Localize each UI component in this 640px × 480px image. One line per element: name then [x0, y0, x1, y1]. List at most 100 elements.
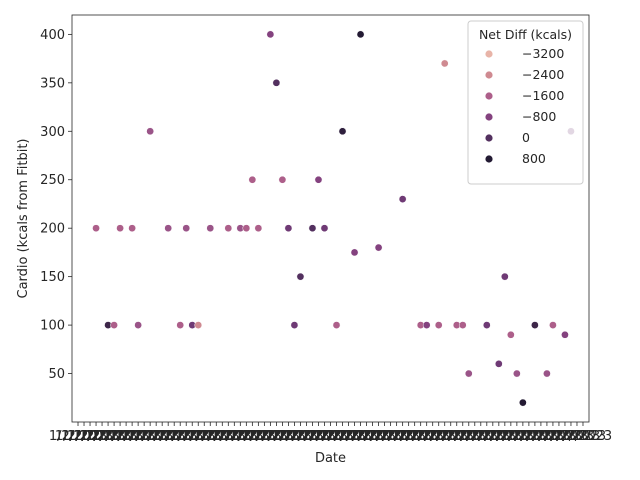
x-tick-label: 1/2/2023: [199, 429, 257, 444]
data-point: [206, 224, 215, 233]
data-point: [494, 360, 503, 368]
data-point: [440, 59, 449, 68]
data-point: [116, 224, 124, 233]
x-tick-label: 1/2/2023: [361, 429, 419, 444]
legend-label: 0: [522, 130, 530, 145]
x-tick-label: 1/2/2023: [404, 429, 462, 444]
x-tick-label: 1/2/2023: [446, 429, 504, 444]
x-tick-label: 1/2/2023: [271, 429, 329, 444]
data-point: [308, 224, 317, 233]
x-tick-label: 1/2/2023: [494, 429, 552, 444]
x-tick-label: 1/2/2023: [187, 429, 245, 444]
x-tick-label: 1/2/2023: [482, 429, 540, 444]
data-point: [290, 321, 299, 329]
data-point: [176, 321, 185, 329]
legend-marker: [485, 155, 493, 163]
x-tick-label: 1/2/2023: [385, 429, 443, 444]
x-axis-ticks: [77, 422, 584, 426]
data-point: [92, 224, 100, 233]
x-tick-label: 1/2/2023: [235, 429, 293, 444]
x-tick-label: 1/2/2023: [548, 429, 606, 444]
x-tick-label: 1/2/2023: [452, 429, 510, 444]
x-tick-label: 1/2/2023: [85, 429, 143, 444]
data-point: [374, 243, 383, 252]
data-point: [422, 321, 431, 329]
x-axis-tick-labels: 1/2/20231/2/20231/2/20231/2/20231/2/2023…: [49, 429, 612, 444]
x-tick-label: 1/2/2023: [307, 429, 365, 444]
legend-label: −1600: [522, 88, 564, 103]
data-point: [164, 224, 173, 233]
x-tick-label: 1/2/2023: [61, 429, 119, 444]
data-point: [482, 321, 491, 329]
data-point: [506, 330, 515, 339]
x-tick-label: 1/2/2023: [229, 429, 287, 444]
x-tick-label: 1/2/2023: [349, 429, 407, 444]
data-point: [242, 224, 251, 233]
x-tick-label: 1/2/2023: [464, 429, 522, 444]
x-tick-label: 1/2/2023: [410, 429, 468, 444]
x-tick-label: 1/2/2023: [512, 429, 570, 444]
y-axis-ticks: 50 100 150 200 250 300 350 400: [40, 28, 72, 382]
y-tick-label: 50: [48, 367, 65, 382]
data-point: [332, 321, 341, 329]
x-tick-label: 1/2/2023: [193, 429, 251, 444]
data-point: [266, 30, 275, 39]
y-axis-label: Cardio (kcals from Fitbit): [16, 139, 31, 299]
y-tick-label: 400: [40, 28, 65, 43]
legend-label: 800: [522, 151, 546, 166]
legend-marker: [485, 71, 493, 79]
data-point: [134, 321, 142, 329]
x-tick-label: 1/2/2023: [211, 429, 269, 444]
x-tick-label: 1/2/2023: [434, 429, 492, 444]
data-point: [549, 321, 557, 329]
x-tick-label: 1/2/2023: [397, 429, 455, 444]
y-tick-label: 100: [40, 319, 65, 334]
x-tick-label: 1/2/2023: [313, 429, 371, 444]
x-tick-label: 1/2/2023: [277, 429, 335, 444]
x-tick-label: 1/2/2023: [289, 429, 347, 444]
data-point: [464, 369, 473, 378]
data-point: [338, 127, 347, 136]
x-tick-label: 1/2/2023: [109, 429, 167, 444]
x-tick-label: 1/2/2023: [337, 429, 395, 444]
x-tick-label: 1/2/2023: [55, 429, 113, 444]
legend-marker: [485, 92, 493, 100]
x-tick-label: 1/2/2023: [367, 429, 425, 444]
x-tick-label: 1/2/2023: [145, 429, 203, 444]
x-tick-label: 1/2/2023: [416, 429, 474, 444]
legend-marker: [485, 50, 493, 58]
x-tick-label: 1/2/2023: [542, 429, 600, 444]
y-tick-label: 250: [40, 173, 65, 188]
x-tick-label: 1/2/2023: [518, 429, 576, 444]
x-tick-label: 1/2/2023: [127, 429, 185, 444]
data-point: [194, 321, 203, 329]
data-point: [314, 175, 323, 184]
x-tick-label: 1/2/2023: [91, 429, 149, 444]
x-tick-label: 1/2/2023: [422, 429, 480, 444]
x-tick-label: 1/2/2023: [554, 429, 612, 444]
legend: Net Diff (kcals) −3200 −2400 −1600 −800 0 800: [467, 20, 584, 185]
x-tick-label: 1/2/2023: [343, 429, 401, 444]
data-point: [284, 224, 293, 233]
x-tick-label: 1/2/2023: [67, 429, 125, 444]
data-point: [146, 127, 155, 136]
x-tick-label: 1/2/2023: [139, 429, 197, 444]
data-point: [248, 175, 257, 184]
legend-label: −2400: [522, 67, 564, 82]
x-tick-label: 1/2/2023: [49, 429, 107, 444]
x-tick-label: 1/2/2023: [253, 429, 311, 444]
x-tick-label: 1/2/2023: [151, 429, 209, 444]
legend-marker: [485, 113, 493, 121]
x-axis-label: Date: [315, 451, 346, 466]
data-point: [543, 369, 551, 378]
data-point: [110, 321, 118, 329]
data-point: [224, 224, 233, 233]
x-tick-label: 1/2/2023: [247, 429, 305, 444]
x-tick-label: 1/2/2023: [73, 429, 131, 444]
x-tick-label: 1/2/2023: [97, 429, 155, 444]
data-point: [182, 224, 191, 233]
data-point: [458, 321, 467, 329]
x-tick-label: 1/2/2023: [283, 429, 341, 444]
data-point: [561, 330, 569, 339]
